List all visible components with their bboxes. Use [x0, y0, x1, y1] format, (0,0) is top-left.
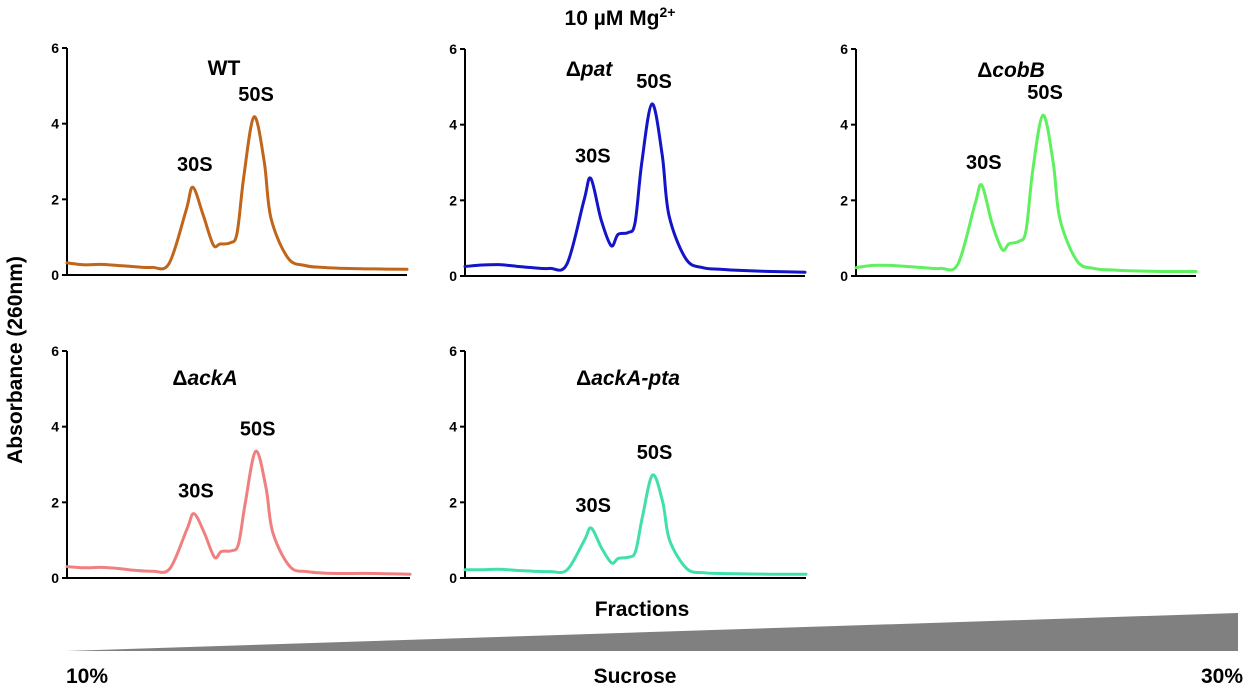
- gradient-label: Sucrose: [594, 665, 677, 688]
- y-tick-label: 0: [840, 268, 848, 284]
- panel-1: 0 2 4 6 WT 30S 50S: [51, 40, 409, 283]
- y-tick-label: 0: [449, 268, 457, 284]
- peak-label-30s: 30S: [177, 154, 213, 176]
- y-tick-label: 2: [51, 191, 59, 207]
- peak-label-50s: 50S: [636, 71, 672, 93]
- panel-4: 0 2 4 6 ΔackA 30S 50S: [51, 343, 412, 586]
- y-tick-label: 4: [51, 419, 59, 435]
- absorbance-curve: [854, 113, 1198, 274]
- condition-title-superscript: 2+: [659, 4, 675, 20]
- panel-5: 0 2 4 6 ΔackA-pta 30S 50S: [449, 343, 808, 586]
- panel-title-prefix: Δ: [172, 367, 187, 390]
- y-tick-label: 2: [449, 494, 457, 510]
- peak-label-50s: 50S: [240, 418, 276, 440]
- y-tick-label: 2: [449, 192, 457, 208]
- panel-title: Δpat: [566, 58, 614, 81]
- peak-label-30s: 30S: [178, 481, 214, 503]
- condition-title-main: 10 µM Mg: [565, 7, 660, 30]
- panel-title: ΔackA: [172, 367, 237, 390]
- peak-label-50s: 50S: [637, 442, 673, 464]
- y-axis-title: Absorbance (260nm): [4, 256, 27, 464]
- condition-title: 10 µM Mg2+: [565, 4, 676, 30]
- peak-label-50s: 50S: [1027, 82, 1063, 104]
- panel-title: ΔackA-pta: [576, 367, 680, 390]
- y-tick-label: 6: [51, 343, 59, 359]
- panel-title-prefix: Δ: [576, 367, 591, 390]
- peak-label-30s: 30S: [575, 495, 611, 517]
- panel-title-prefix: Δ: [977, 59, 992, 82]
- y-tick-label: 6: [840, 41, 848, 57]
- x-axis-title: Fractions: [595, 598, 690, 621]
- y-tick-label: 6: [449, 41, 457, 57]
- absorbance-curve: [463, 102, 807, 274]
- peak-label-30s: 30S: [966, 152, 1002, 174]
- panel-title-name: ackA-pta: [591, 367, 680, 390]
- absorbance-curve: [463, 473, 808, 576]
- sucrose-gradient-wedge: [66, 613, 1238, 651]
- absorbance-curve: [65, 449, 412, 576]
- panel-title-name: pat: [580, 58, 614, 81]
- panel-2: 0 2 4 6 Δpat 30S 50S: [449, 41, 807, 284]
- panel-3: 0 2 4 6 ΔcobB 30S 50S: [840, 41, 1198, 284]
- panel-title-prefix: Δ: [566, 58, 581, 81]
- y-tick-label: 2: [51, 494, 59, 510]
- gradient-end-label: 30%: [1201, 665, 1243, 688]
- peak-label-30s: 30S: [575, 145, 611, 167]
- panel-title-name: ackA: [187, 367, 237, 390]
- peak-label-50s: 50S: [238, 84, 274, 106]
- panel-title-name: WT: [208, 57, 241, 80]
- y-tick-label: 2: [840, 192, 848, 208]
- y-tick-label: 0: [449, 570, 457, 586]
- absorbance-curve: [65, 115, 409, 271]
- panel-title: WT: [208, 57, 241, 80]
- gradient-start-label: 10%: [66, 665, 108, 688]
- y-tick-label: 0: [51, 570, 59, 586]
- y-tick-label: 6: [449, 343, 457, 359]
- y-tick-label: 4: [449, 117, 457, 133]
- y-tick-label: 0: [51, 267, 59, 283]
- panel-title-name: cobB: [992, 59, 1045, 82]
- y-tick-label: 4: [51, 116, 59, 132]
- y-tick-label: 4: [840, 117, 848, 133]
- panels: 0 2 4 6 WT 30S 50S 0 2 4 6 Δpat 30S 50S 0 2 4 6 ΔcobB 30S 50…: [51, 40, 1198, 586]
- y-tick-label: 6: [51, 40, 59, 56]
- y-tick-label: 4: [449, 419, 457, 435]
- panel-title: ΔcobB: [977, 59, 1045, 82]
